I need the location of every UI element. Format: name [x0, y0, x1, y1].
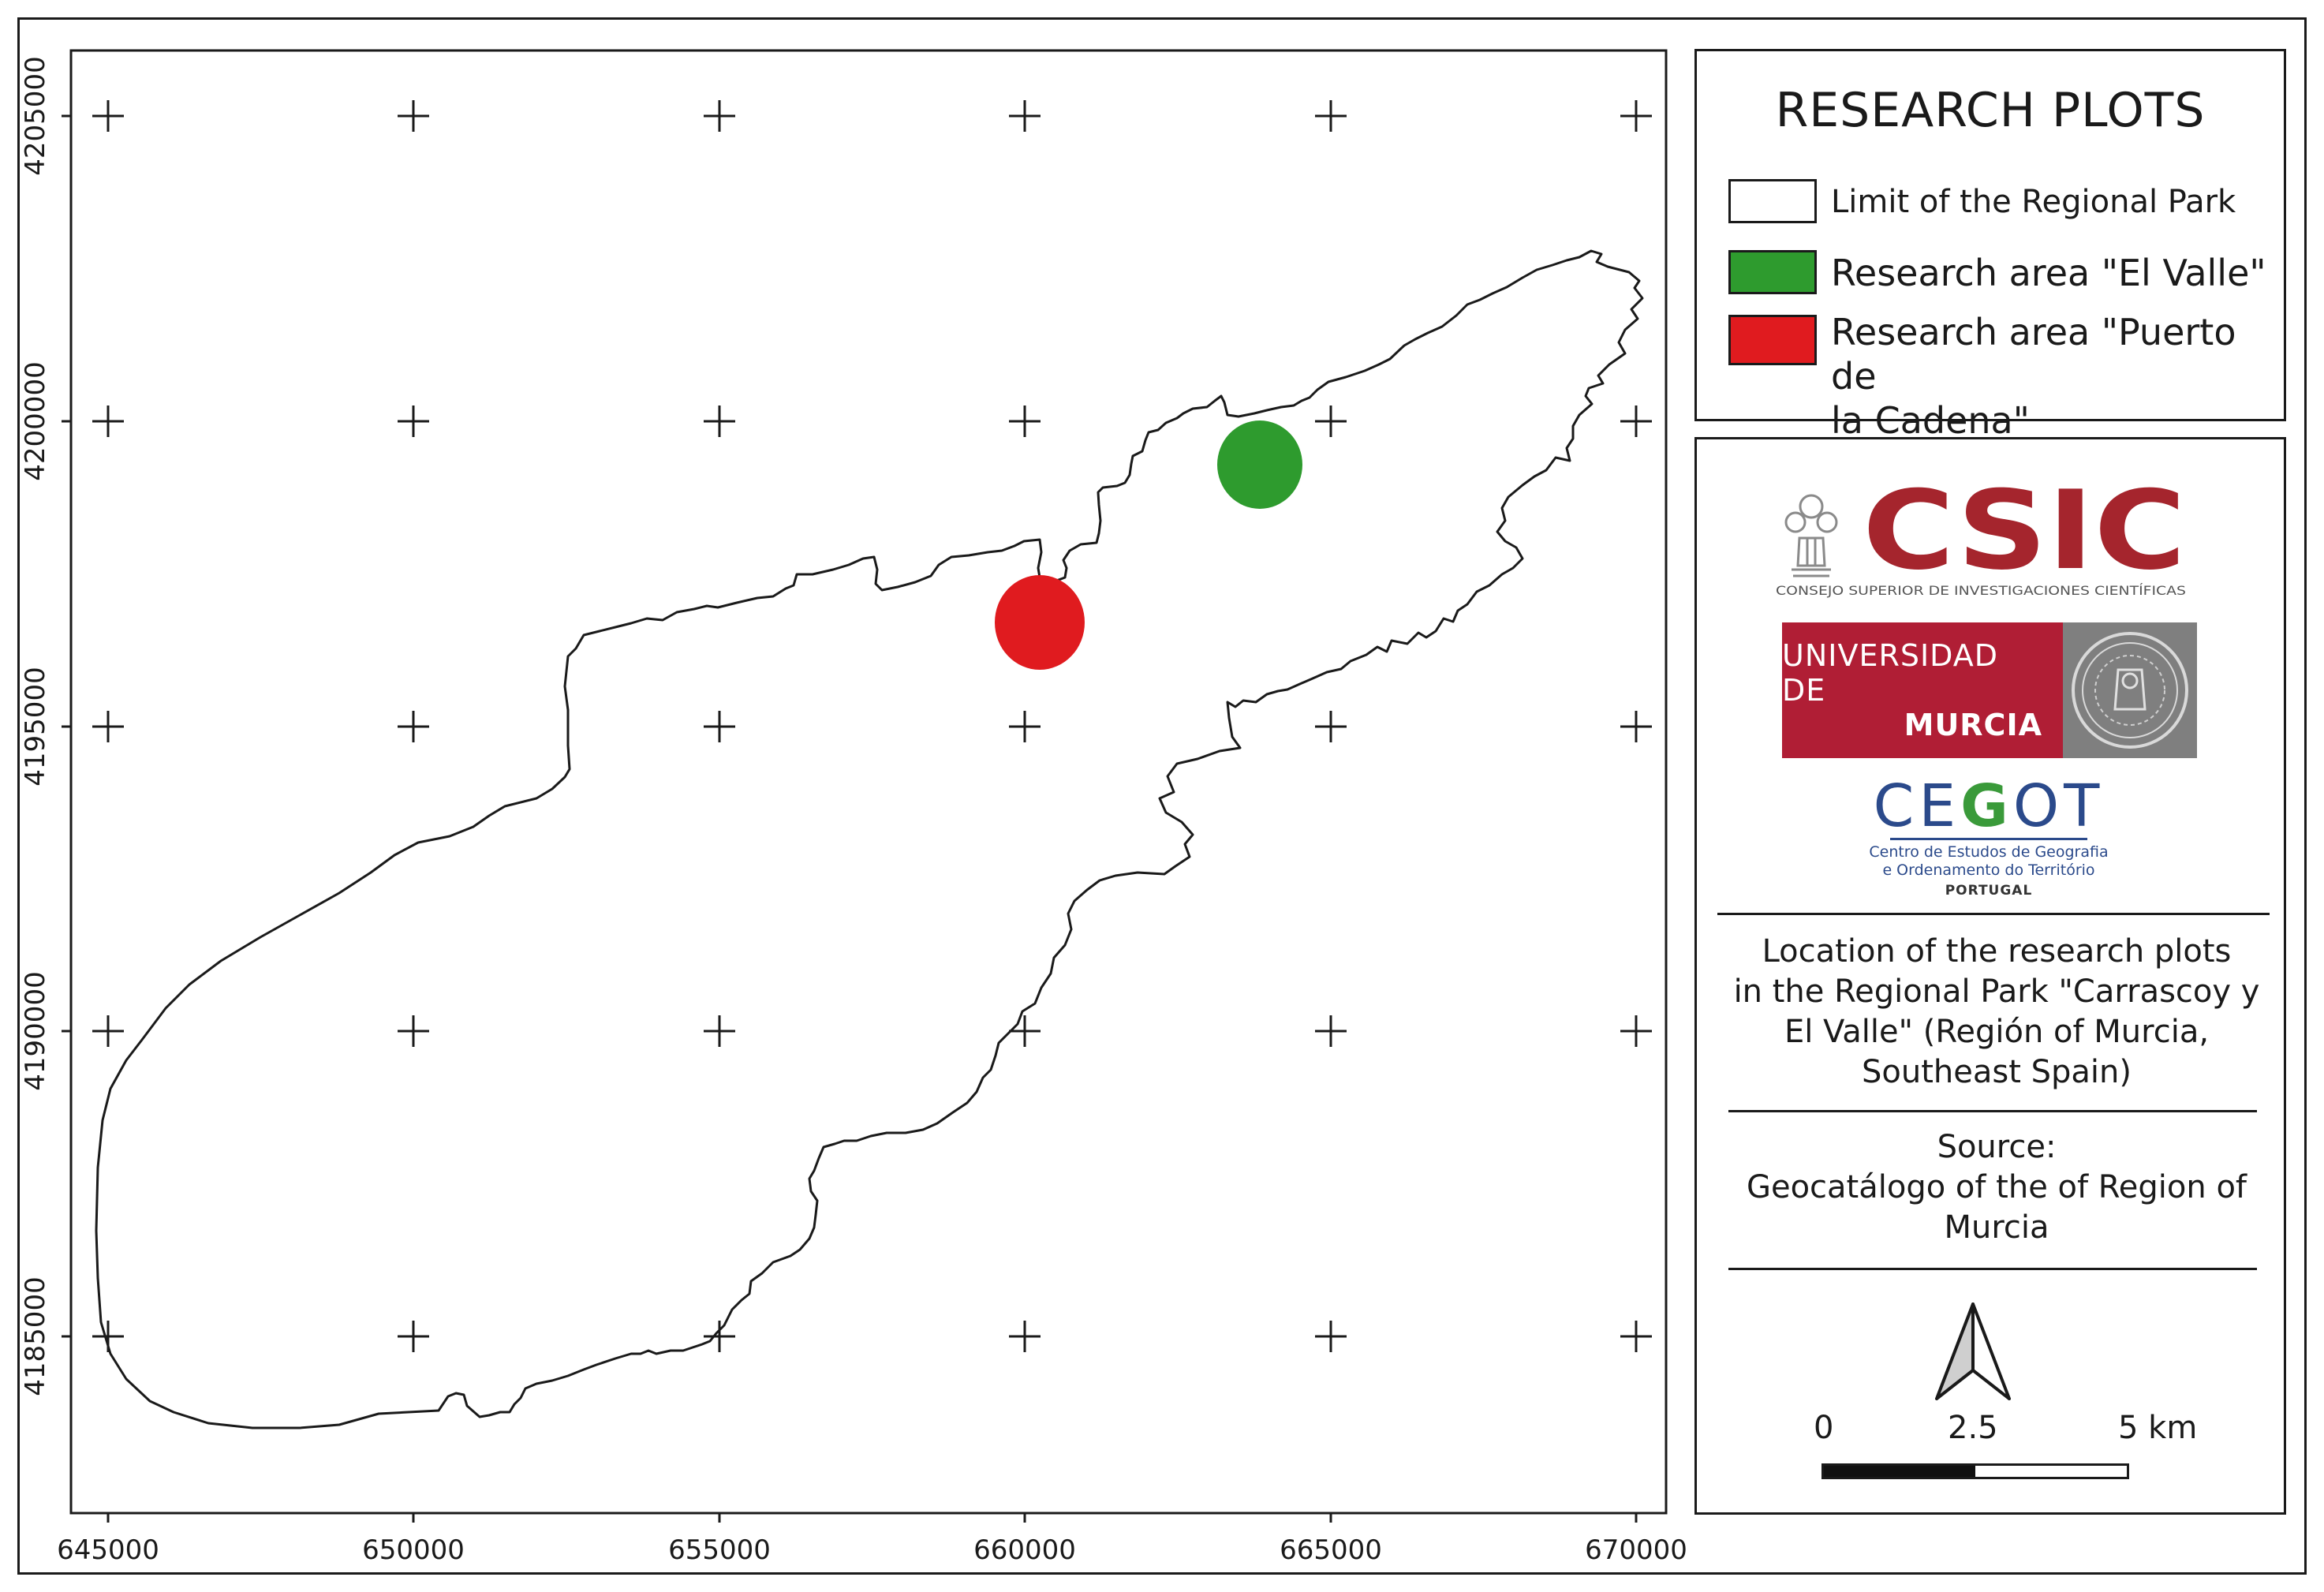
cegot-wordmark: CEGOT: [1839, 775, 2139, 838]
legend-item-park-limit: Limit of the Regional Park: [1728, 179, 2236, 225]
y-tick-label: 4190000: [20, 971, 51, 1090]
legend-title: RESEARCH PLOTS: [1775, 83, 2206, 138]
x-axis-ticks: [106, 1513, 1638, 1523]
cegot-subtitle-2: e Ordenamento do Território: [1882, 861, 2095, 879]
scale-bar-white-segment: [1975, 1466, 2127, 1477]
map-description: Location of the research plots in the Re…: [1713, 932, 2281, 1093]
legend-label: Research area "El Valle": [1831, 252, 2266, 294]
legend-label-multiline: Research area "Puerto de la Cadena": [1831, 310, 2284, 443]
description-line: in the Regional Park "Carrascoy y: [1733, 974, 2260, 1010]
scale-label-end: 5 km: [2118, 1410, 2198, 1446]
x-tick-label: 665000: [1280, 1534, 1382, 1566]
universidad-de-murcia-logo: UNIVERSIDAD DE MURCIA: [1782, 622, 2197, 758]
cegot-ot: OT: [2012, 772, 2105, 840]
y-tick-label: 4205000: [20, 56, 51, 175]
description-line: Southeast Spain): [1862, 1054, 2132, 1090]
source-line: Geocatálogo of the of Region of: [1746, 1169, 2247, 1205]
y-tick-label: 4200000: [20, 361, 51, 480]
csic-crest-icon: [1784, 494, 1838, 577]
cegot-rule: [1890, 838, 2087, 840]
description-line: El Valle" (Región of Murcia,: [1784, 1014, 2210, 1050]
legend-label: Limit of the Regional Park: [1831, 184, 2236, 220]
divider: [1728, 1110, 2257, 1112]
um-line1: UNIVERSIDAD DE: [1782, 638, 1999, 708]
legend-swatch-red: [1728, 315, 1817, 365]
north-arrow-icon: [1935, 1302, 2011, 1400]
x-tick-label: 660000: [973, 1534, 1076, 1566]
legend-item-el-valle: Research area "El Valle": [1728, 250, 2266, 296]
x-tick-label: 650000: [362, 1534, 465, 1566]
y-tick-label: 4185000: [20, 1276, 51, 1396]
csic-wordmark: CSIC: [1863, 475, 2186, 594]
divider: [1717, 913, 2270, 915]
um-line2: MURCIA: [1904, 708, 2042, 742]
legend-swatch-green: [1728, 250, 1817, 294]
legend-panel: RESEARCH PLOTS Limit of the Regional Par…: [1694, 49, 2286, 442]
y-axis-ticks: [62, 114, 71, 1338]
x-tick-label: 670000: [1585, 1534, 1687, 1566]
csic-subtitle: CONSEJO SUPERIOR DE INVESTIGACIONES CIEN…: [1776, 583, 2186, 598]
um-wordmark: UNIVERSIDAD DE MURCIA: [1782, 622, 2063, 758]
um-seal: [2063, 622, 2197, 758]
cegot-g: G: [1960, 772, 2013, 840]
um-seal-icon: [2072, 632, 2188, 749]
legend-label-line: la Cadena": [1831, 399, 2030, 442]
legend-label-line: Research area "Puerto de: [1831, 311, 2236, 398]
legend-item-puerto-de-la-cadena: Research area "Puerto de la Cadena": [1728, 311, 2284, 443]
x-tick-label: 645000: [57, 1534, 159, 1566]
scale-bar: [1821, 1463, 2129, 1479]
regional-park-limit: [95, 249, 1644, 1429]
map-frame: [17, 17, 2307, 1575]
graticule-crosses: [92, 100, 1652, 1352]
description-line: Location of the research plots: [1762, 933, 2232, 970]
cegot-logo: CEGOT Centro de Estudos de Geografia e O…: [1839, 775, 2139, 899]
research-area-puerto-de-la-cadena: [995, 575, 1085, 670]
info-panel: CSIC CONSEJO SUPERIOR DE INVESTIGACIONES…: [1694, 437, 2286, 1515]
scale-label-mid: 2.5: [1948, 1410, 1998, 1446]
legend-swatch-white: [1728, 179, 1817, 223]
source-line: Source:: [1937, 1129, 2057, 1165]
cegot-subtitle-1: Centro de Estudos de Geografia: [1869, 843, 2109, 861]
divider: [1728, 1268, 2257, 1270]
y-tick-label: 4195000: [20, 667, 51, 786]
cegot-country: PORTUGAL: [1945, 883, 2033, 899]
source-note: Source: Geocatálogo of the of Region of …: [1713, 1127, 2281, 1248]
csic-logo: CSIC CONSEJO SUPERIOR DE INVESTIGACIONES…: [1776, 475, 2186, 598]
source-line: Murcia: [1944, 1209, 2049, 1246]
cegot-ce: CE: [1873, 772, 1961, 840]
x-tick-label: 655000: [668, 1534, 771, 1566]
scale-bar-black-segment: [1824, 1466, 1975, 1477]
scale-label-0: 0: [1814, 1410, 1834, 1446]
research-area-el-valle: [1217, 420, 1302, 509]
map-border: [69, 49, 1668, 1515]
